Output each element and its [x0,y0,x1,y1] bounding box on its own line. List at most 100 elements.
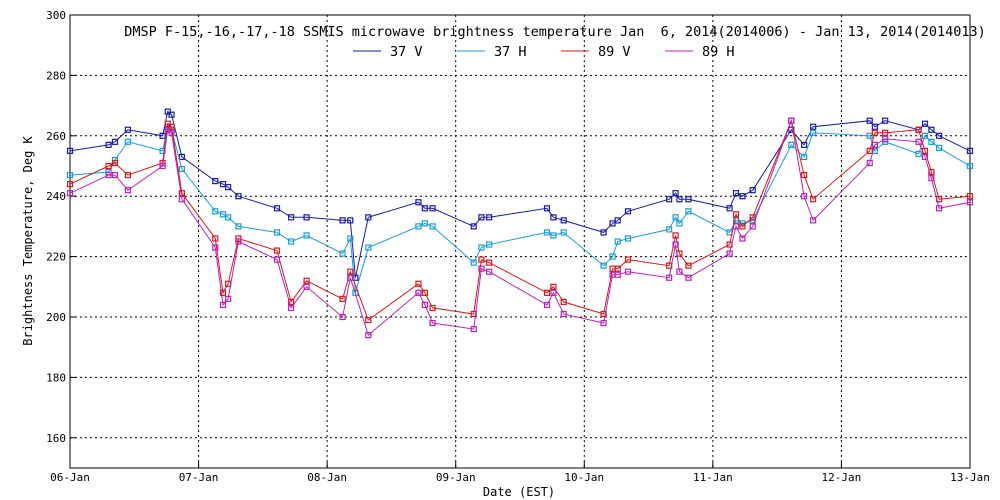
data-point [288,238,295,245]
data-point [966,147,974,154]
data-point [921,120,929,127]
data-point [478,265,485,272]
data-point [429,319,436,327]
legend-label: 89 H [702,44,735,60]
data-point [666,226,673,233]
data-point [672,190,679,197]
data-point [212,208,219,215]
data-point [347,217,354,224]
data-point [739,223,746,230]
data-point [726,250,733,257]
y-tick-label: 280 [46,69,66,82]
x-tick-label: 07-Jan [179,471,219,484]
series-line [69,118,971,336]
data-point [560,229,567,236]
y-axis-label: Brightness Temperature, Deg K [21,135,35,345]
data-point [672,241,679,248]
data-point [421,205,428,212]
legend-label: 37 V [390,44,423,60]
data-point [543,301,551,309]
data-point [624,256,632,263]
data-point [219,301,227,309]
data-point [614,238,621,245]
data-point [415,280,422,287]
data-point [866,147,873,154]
data-point [365,332,372,339]
data-point [550,283,557,290]
data-point [600,319,607,327]
data-point [212,178,219,185]
data-point [614,217,621,224]
data-point [936,132,943,139]
series-layer [66,108,974,339]
data-point [685,208,692,215]
data-point [421,289,428,296]
y-tick-label: 240 [46,190,66,203]
data-point [732,211,740,218]
data-point [882,117,889,124]
data-point [288,298,295,305]
data-point [105,162,112,170]
data-point [666,274,673,281]
data-point [66,190,74,197]
y-tick-label: 260 [46,130,66,143]
data-point [470,325,477,333]
data-point [882,135,889,142]
axis-ticks: 06-Jan 07-Jan 08-Jan 09-Jan 10-Jan 11-Jan 12-J… [46,9,990,484]
data-point [365,316,372,324]
data-point [429,304,436,312]
data-point [225,295,232,302]
series-89-v [66,117,974,324]
x-tick-label: 09-Jan [436,471,476,484]
data-point [543,289,551,296]
data-point [788,117,795,124]
data-point [66,171,74,179]
data-point [676,196,683,203]
x-tick-label: 08-Jan [307,471,347,484]
data-point [560,298,567,305]
data-point [415,289,422,296]
data-point [966,199,974,206]
data-point [219,289,227,296]
data-point [915,138,922,145]
data-point [966,193,974,200]
data-point [614,271,621,278]
data-point [478,256,485,263]
data-point [866,117,873,124]
data-point [871,123,878,130]
data-point [543,205,551,212]
data-point [273,205,281,212]
data-point [225,184,232,191]
data-point [111,171,119,179]
data-point [550,232,557,239]
data-point [921,153,929,161]
data-point [303,283,310,290]
data-point [550,289,557,296]
data-point [168,129,175,136]
data-point [429,205,436,212]
data-point [936,144,943,151]
data-point [347,274,354,281]
data-point [339,295,346,302]
data-point [178,165,185,173]
data-point [810,196,817,203]
data-point [739,235,746,242]
x-axis-label: Date (EST) [483,485,555,499]
x-tick-label: 10-Jan [564,471,604,484]
data-point [486,259,493,266]
data-point [560,217,567,224]
data-point [111,159,119,167]
x-tick-label: 11-Jan [693,471,733,484]
data-point [470,310,477,318]
data-point [749,223,756,230]
data-point [672,232,679,239]
y-tick-label: 300 [46,9,66,22]
data-point [159,162,166,170]
data-point [676,220,683,227]
data-point [732,217,740,224]
data-point [685,262,692,269]
data-point [810,217,817,224]
series-37-h [66,123,974,296]
data-point [288,304,295,312]
data-point [429,223,436,230]
